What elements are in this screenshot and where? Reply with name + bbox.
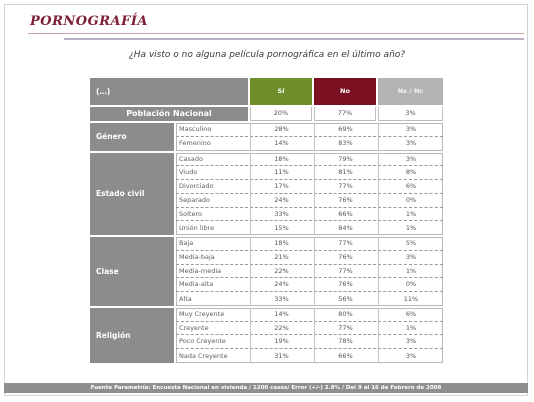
row-value: 76% xyxy=(314,250,376,265)
row-label: Baja xyxy=(176,237,248,251)
row-value: 0% xyxy=(378,278,443,292)
row-label: Soltero xyxy=(176,208,248,222)
row-value: 79% xyxy=(314,152,376,167)
row-value: 1% xyxy=(378,264,443,279)
column-header: Ns / Nc xyxy=(378,78,443,105)
row-value: 78% xyxy=(314,335,376,349)
row-value: 19% xyxy=(250,335,312,349)
slide-frame xyxy=(4,4,528,396)
title-rule xyxy=(28,33,524,34)
column-header: Sí xyxy=(250,78,312,105)
row-label: Creyente xyxy=(176,322,248,336)
national-value: 20% xyxy=(250,107,312,121)
title-rule-secondary xyxy=(64,38,524,40)
row-value: 11% xyxy=(250,166,312,180)
survey-question: ¿Ha visto o no alguna película pornográf… xyxy=(128,50,406,60)
row-value: 21% xyxy=(250,250,312,265)
row-value: 5% xyxy=(378,237,443,251)
row-label: Media-alta xyxy=(176,278,248,292)
row-value: 18% xyxy=(250,237,312,251)
row-value: 77% xyxy=(314,237,376,251)
row-label: Poco Creyente xyxy=(176,335,248,349)
row-label: Separado xyxy=(176,194,248,208)
row-label: Femenino xyxy=(179,139,211,148)
page-title: PORNOGRAFÍA xyxy=(30,14,148,29)
group-label: Religión xyxy=(90,307,174,363)
column-header: No xyxy=(314,78,376,105)
row-label: Unión libre xyxy=(179,223,215,232)
row-value: 3% xyxy=(378,349,443,363)
row-value: 6% xyxy=(378,307,443,322)
row-label: Viudo xyxy=(176,166,248,180)
row-value: 3% xyxy=(378,123,443,137)
row-value: 22% xyxy=(250,321,312,336)
results-table: (…) Sí No Ns / Nc Población Nacional 20% 77% 3%… xyxy=(90,78,443,367)
row-label: Alta xyxy=(179,294,192,303)
row-value: 84% xyxy=(314,221,376,235)
row-value: 1% xyxy=(378,321,443,336)
row-value: 11% xyxy=(378,292,443,306)
row-label: Media-media xyxy=(176,265,248,279)
row-label: Nada Creyente xyxy=(179,351,228,360)
row-value: 66% xyxy=(314,207,376,222)
row-label: Divorciado xyxy=(176,180,248,194)
row-label: Masculino xyxy=(176,123,248,137)
row-value: 77% xyxy=(314,264,376,279)
national-value: 77% xyxy=(314,107,376,121)
group-label: Género xyxy=(90,123,174,151)
row-value: 0% xyxy=(378,193,443,208)
source-footer: Fuente Parametría: Encuesta Nacional en … xyxy=(4,383,528,393)
row-value: 69% xyxy=(314,123,376,137)
group-frame xyxy=(176,152,443,235)
row-value: 33% xyxy=(250,207,312,222)
row-label: Media-baja xyxy=(176,251,248,265)
row-value: 3% xyxy=(378,335,443,349)
row-value: 24% xyxy=(250,278,312,292)
corner-header: (…) xyxy=(90,78,248,105)
row-value: 77% xyxy=(314,180,376,194)
row-value: 14% xyxy=(250,307,312,322)
row-value: 15% xyxy=(250,221,312,235)
row-value: 76% xyxy=(314,193,376,208)
group-frame xyxy=(176,123,443,151)
row-value: 76% xyxy=(314,278,376,292)
row-value: 3% xyxy=(378,136,443,151)
row-value: 28% xyxy=(250,123,312,137)
row-value: 56% xyxy=(314,292,376,306)
row-value: 18% xyxy=(250,152,312,167)
national-value: 3% xyxy=(378,107,443,121)
row-value: 80% xyxy=(314,307,376,322)
row-value: 66% xyxy=(314,349,376,363)
group-frame xyxy=(176,237,443,306)
group-frame xyxy=(176,307,443,363)
row-value: 3% xyxy=(378,250,443,265)
row-value: 14% xyxy=(250,136,312,151)
row-value: 1% xyxy=(378,221,443,235)
row-value: 3% xyxy=(378,152,443,167)
row-value: 33% xyxy=(250,292,312,306)
row-value: 24% xyxy=(250,193,312,208)
row-value: 22% xyxy=(250,264,312,279)
row-value: 77% xyxy=(314,321,376,336)
row-value: 31% xyxy=(250,349,312,363)
row-label: Casado xyxy=(176,153,248,167)
row-value: 1% xyxy=(378,207,443,222)
group-label: Estado civil xyxy=(90,152,174,235)
row-label: Muy Creyente xyxy=(176,308,248,322)
row-value: 81% xyxy=(314,166,376,180)
row-value: 8% xyxy=(378,166,443,180)
row-value: 83% xyxy=(314,136,376,151)
group-label: Clase xyxy=(90,237,174,306)
row-value: 17% xyxy=(250,180,312,194)
national-label: Población Nacional xyxy=(90,107,248,121)
row-value: 6% xyxy=(378,180,443,194)
